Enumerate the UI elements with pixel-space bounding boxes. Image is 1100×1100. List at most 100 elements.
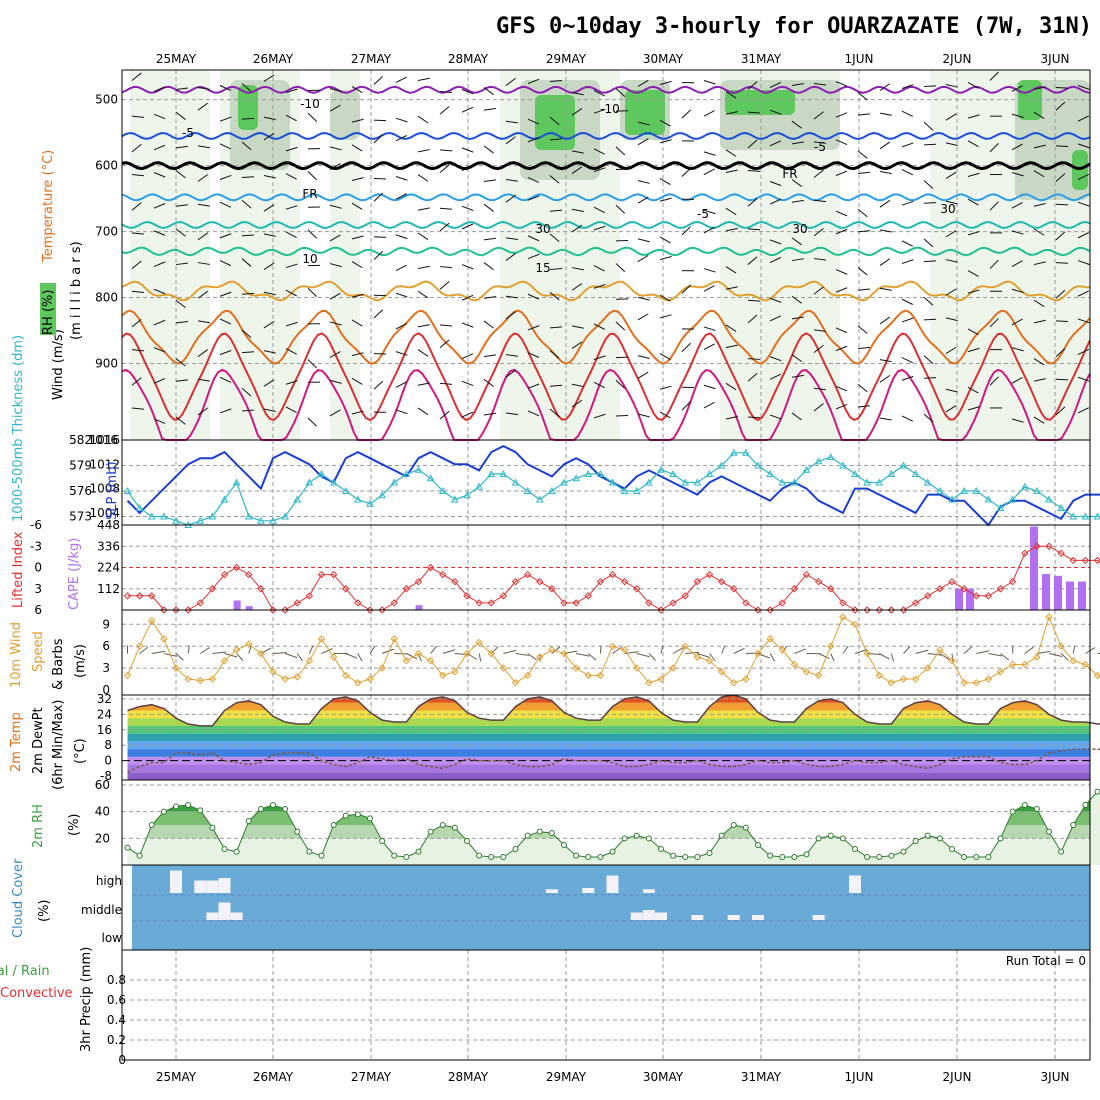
run-total: Run Total = 0 bbox=[1006, 954, 1086, 968]
wind-barb bbox=[769, 257, 782, 264]
thickness-marker bbox=[669, 469, 677, 477]
wind-barb bbox=[769, 239, 782, 245]
wind-barb bbox=[879, 171, 892, 175]
wind-barb bbox=[901, 142, 914, 148]
wind-marker bbox=[669, 664, 677, 672]
wind-barb bbox=[879, 112, 892, 116]
wind-barb bbox=[659, 353, 671, 361]
wind-barb bbox=[703, 326, 716, 331]
thickness-marker bbox=[657, 465, 665, 473]
wind-barb bbox=[417, 407, 429, 416]
rh-marker bbox=[209, 824, 216, 831]
wind-barb bbox=[527, 253, 540, 260]
thickness-marker bbox=[729, 448, 738, 456]
wind-barb bbox=[747, 81, 758, 90]
wind-barb-10m bbox=[890, 653, 895, 662]
li-marker bbox=[536, 577, 544, 586]
rh-marker bbox=[924, 832, 931, 839]
wind-marker bbox=[123, 671, 132, 680]
cape-bar-late-2 bbox=[1030, 526, 1038, 610]
wind-marker bbox=[451, 668, 459, 676]
wind-barb bbox=[153, 288, 166, 295]
wind-barb bbox=[703, 401, 715, 409]
wind-barb-10m bbox=[187, 645, 190, 654]
wind-barb bbox=[505, 412, 518, 416]
thickness-marker bbox=[948, 495, 956, 503]
wind-barb bbox=[373, 309, 384, 319]
wind-barb bbox=[879, 359, 892, 363]
wind-barb bbox=[1077, 85, 1090, 90]
wind-barb bbox=[813, 199, 826, 203]
wind-marker bbox=[766, 635, 774, 643]
wind-barb bbox=[483, 108, 496, 111]
label-cloud-cover: Cloud Cover bbox=[11, 858, 26, 938]
li-marker bbox=[948, 577, 956, 586]
wind-barb bbox=[747, 228, 761, 231]
li-marker bbox=[827, 585, 835, 593]
wind-barb bbox=[527, 352, 540, 358]
wind-barb bbox=[153, 113, 166, 120]
wind-barb bbox=[967, 406, 980, 411]
wind-barb-10m bbox=[1000, 653, 1010, 661]
wind-barb bbox=[461, 353, 474, 360]
wind-barb bbox=[967, 114, 980, 119]
wind-marker bbox=[1057, 642, 1065, 650]
wind-barb bbox=[1077, 201, 1090, 207]
wind-barb bbox=[1011, 418, 1024, 423]
wind-barb bbox=[769, 181, 782, 187]
li-marker bbox=[342, 585, 350, 593]
wind-barb bbox=[351, 86, 363, 94]
rh-marker bbox=[1094, 788, 1100, 795]
wind-barb bbox=[153, 319, 166, 326]
wind-marker bbox=[1033, 653, 1041, 661]
wind-marker bbox=[463, 649, 471, 658]
wind-barb bbox=[197, 349, 209, 358]
wind-marker bbox=[742, 675, 750, 683]
wind-barb bbox=[219, 260, 232, 267]
wind-barb bbox=[505, 179, 518, 182]
wind-marker bbox=[693, 653, 702, 661]
li-marker bbox=[499, 592, 508, 600]
wind-barb bbox=[241, 176, 255, 179]
wind-marker bbox=[293, 673, 301, 681]
wind-barb bbox=[329, 204, 342, 209]
thickness-marker bbox=[354, 495, 362, 503]
thickness-marker bbox=[244, 512, 253, 520]
wind-marker bbox=[475, 638, 483, 647]
wind-barb bbox=[637, 121, 650, 126]
wind-barb bbox=[241, 351, 255, 354]
rh-marker bbox=[1070, 822, 1077, 828]
wind-barb bbox=[395, 193, 407, 200]
wind-barb bbox=[131, 290, 144, 293]
wind-barb bbox=[439, 324, 452, 327]
thickness-marker bbox=[160, 512, 168, 520]
slp-tick-1008: 1008 bbox=[89, 482, 120, 496]
wind-barb bbox=[835, 287, 848, 293]
wind-marker bbox=[645, 678, 653, 687]
wind-barb bbox=[219, 376, 232, 383]
precip-tick-0.4: 0.4 bbox=[107, 1013, 126, 1027]
li-marker bbox=[996, 585, 1005, 593]
cloud-middle-cell bbox=[230, 912, 243, 920]
wind-barb bbox=[659, 139, 672, 144]
wind-barb bbox=[967, 231, 980, 236]
rh-moist-zone-0 bbox=[130, 70, 210, 440]
wind-barb bbox=[923, 202, 937, 204]
wind-barb bbox=[923, 85, 937, 87]
wind-marker bbox=[596, 671, 605, 680]
li-marker bbox=[584, 592, 592, 600]
thickness-marker bbox=[984, 495, 993, 503]
wind-barb bbox=[175, 228, 186, 237]
rh-marker bbox=[779, 854, 786, 860]
thickness-marker bbox=[814, 457, 823, 465]
wind-barb bbox=[241, 141, 252, 151]
thickness-marker bbox=[523, 486, 532, 494]
thickness-marker bbox=[426, 474, 435, 482]
cloud-middle-cell bbox=[812, 915, 825, 920]
rh-marker bbox=[961, 854, 968, 860]
wind-barb bbox=[835, 404, 848, 410]
bottom-date-28MAY: 28MAY bbox=[448, 1070, 489, 1084]
wind-marker bbox=[426, 657, 435, 665]
wind-barb bbox=[395, 409, 408, 415]
rh-marker bbox=[985, 854, 992, 860]
